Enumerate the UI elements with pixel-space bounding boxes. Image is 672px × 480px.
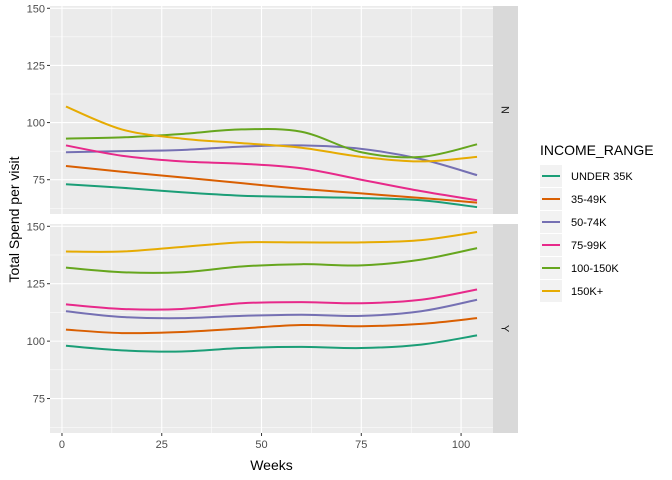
series-line-50-74k xyxy=(65,298,478,320)
facet-strip-label: Y xyxy=(499,325,511,333)
x-tick-label: 75 xyxy=(355,439,367,451)
facet-strip xyxy=(493,224,518,433)
y-tick-label: 100 xyxy=(27,118,45,130)
y-axis-title: Total Spend per visit xyxy=(6,156,22,282)
x-axis-title: Weeks xyxy=(250,457,293,473)
y-tick-label: 75 xyxy=(33,175,45,187)
legend-item-label: 100-150K xyxy=(571,263,619,275)
legend-item-label: 35-49K xyxy=(571,194,607,206)
panel-background xyxy=(50,224,493,433)
series-line-75-99k xyxy=(65,144,478,202)
y-tick-label: 150 xyxy=(27,221,45,233)
x-tick-label: 100 xyxy=(452,439,470,451)
facet-strip xyxy=(493,6,518,214)
panel-y: 75 100 125 150 Y xyxy=(27,221,518,433)
series-line-under-35k xyxy=(65,183,478,209)
series-line-under-35k xyxy=(65,334,478,353)
series-line-150k- xyxy=(65,231,478,253)
legend-title: INCOME_RANGE xyxy=(540,142,654,158)
y-tick-label: 125 xyxy=(27,60,45,72)
y-tick-label: 75 xyxy=(33,394,45,406)
y-tick-label: 150 xyxy=(27,3,45,15)
panel-n: 75 100 125 150 N xyxy=(27,3,518,214)
legend-item-label: 75-99K xyxy=(571,240,607,252)
series-line-150k- xyxy=(65,105,478,163)
x-tick-label: 50 xyxy=(255,439,267,451)
series-line-75-99k xyxy=(65,288,478,311)
y-tick-label: 100 xyxy=(27,336,45,348)
y-tick-label: 125 xyxy=(27,279,45,291)
series-line-35-49k xyxy=(65,165,478,204)
facet-strip-label: N xyxy=(499,106,511,114)
legend-item-label: 50-74K xyxy=(571,217,607,229)
panels-layer: 75 100 125 150 N 75 100 125 150 Y xyxy=(27,3,518,433)
legend-item-label: UNDER 35K xyxy=(571,171,633,183)
x-tick-label: 0 xyxy=(59,439,65,451)
series-line-100-150k xyxy=(65,247,478,274)
series-line-35-49k xyxy=(65,317,478,335)
legend: INCOME_RANGE UNDER 35K 35-49K 50-74K 75-99K… xyxy=(540,142,654,302)
x-axis: 0 25 50 75 100 xyxy=(59,433,470,451)
series-line-100-150k xyxy=(65,127,478,159)
legend-item-label: 150K+ xyxy=(571,286,603,298)
x-tick-label: 25 xyxy=(156,439,168,451)
panel-background xyxy=(50,6,493,214)
